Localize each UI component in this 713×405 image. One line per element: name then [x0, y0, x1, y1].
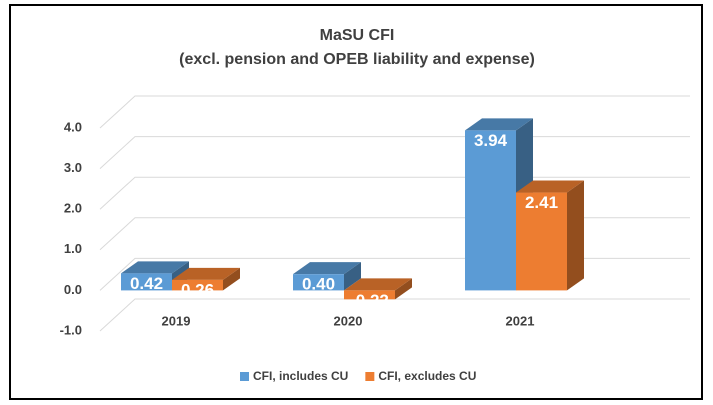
bar-side	[223, 267, 240, 291]
bar	[465, 130, 516, 291]
legend-swatch	[240, 372, 249, 381]
x-tick-label: 2020	[334, 313, 363, 328]
value-label: 0.26	[181, 280, 214, 299]
y-tick-label: -1.0	[60, 322, 82, 337]
value-label: -0.22	[350, 291, 389, 310]
bar	[516, 192, 567, 291]
legend-label: CFI, includes CU	[253, 369, 348, 383]
bar-top	[344, 278, 412, 291]
bar-top	[121, 261, 189, 274]
value-label: 0.42	[130, 274, 163, 293]
bar-side	[344, 262, 361, 291]
y-tick-label: 2.0	[64, 201, 82, 216]
bar-top	[293, 262, 361, 275]
y-tick-label: 3.0	[64, 160, 82, 175]
y-tick-label: 1.0	[64, 241, 82, 256]
x-tick-label: 2021	[506, 313, 535, 328]
bar	[172, 279, 223, 291]
y-tick-label: 0.0	[64, 282, 82, 297]
grid-line	[99, 95, 690, 129]
grid-line	[99, 298, 690, 332]
legend-label: CFI, excludes CU	[378, 369, 476, 383]
value-label: 0.40	[302, 275, 335, 294]
bar-side	[395, 278, 412, 300]
chart-title: MaSU CFI	[320, 27, 395, 44]
x-tick-label: 2019	[162, 313, 191, 328]
bar-top	[516, 180, 584, 193]
bar	[293, 274, 344, 291]
legend-swatch	[365, 372, 375, 381]
bar	[344, 290, 395, 300]
value-label: 3.94	[474, 131, 508, 150]
y-tick-label: 4.0	[64, 119, 82, 134]
chart-frame	[9, 4, 703, 400]
bar	[121, 273, 172, 291]
chart-subtitle: (excl. pension and OPEB liability and ex…	[179, 51, 535, 68]
bar-top	[465, 118, 533, 131]
bar-side	[567, 180, 584, 291]
bar-top	[172, 267, 240, 280]
value-label: 2.41	[525, 193, 558, 212]
